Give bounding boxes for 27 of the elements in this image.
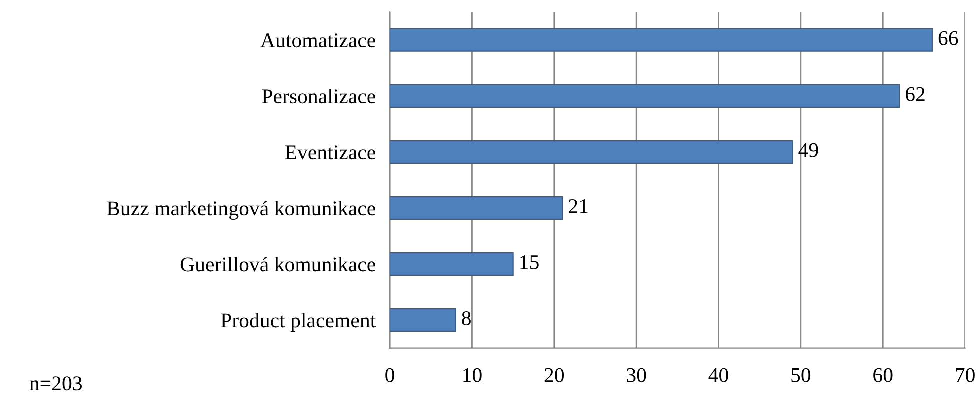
x-tick-label: 0	[386, 368, 394, 382]
data-label: 62	[906, 87, 925, 102]
y-tick-label: Buzz marketingová komunikace	[107, 200, 376, 220]
y-tick-label: Guerillová komunikace	[180, 257, 376, 272]
y-tick-label: Personalizace	[262, 88, 376, 104]
data-label: 15	[520, 256, 539, 270]
text: n=203	[30, 376, 82, 391]
y-tick-label: Eventizace	[285, 146, 376, 160]
data-label: 66	[938, 31, 958, 46]
data-label: 49	[798, 143, 818, 158]
x-tick-label: 10	[464, 368, 482, 382]
x-tick-label: 40	[708, 368, 728, 382]
x-tick-label: 70	[956, 368, 975, 382]
x-tick-label: 60	[874, 368, 893, 382]
x-tick-label: 50	[792, 368, 811, 382]
y-tick-label: Product placement	[221, 313, 376, 332]
y-tick-label: Automatizace	[260, 34, 376, 48]
data-label: 8	[462, 311, 471, 326]
bar	[390, 140, 794, 164]
bar	[390, 308, 456, 332]
bar	[390, 252, 514, 276]
bar	[390, 84, 900, 108]
x-tick-label: 30	[627, 368, 646, 382]
data-label: 21	[569, 199, 588, 214]
bar	[390, 28, 933, 52]
bar	[390, 196, 564, 220]
x-tick-label: 20	[544, 368, 564, 382]
